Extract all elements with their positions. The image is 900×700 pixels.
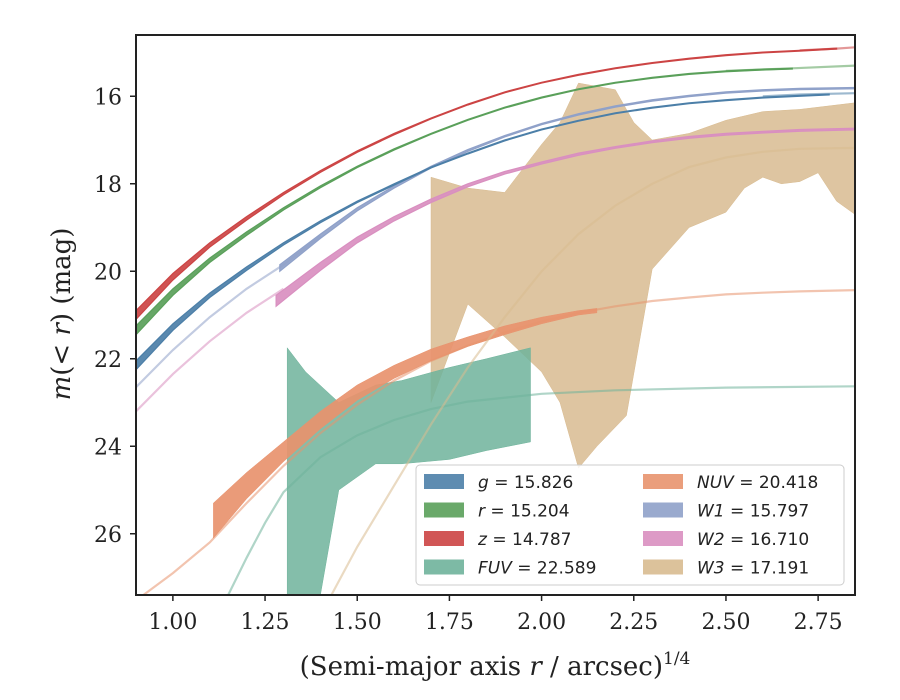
- x-tick-label: 2.50: [701, 610, 750, 635]
- y-tick-label: 16: [94, 85, 122, 110]
- legend-label-nuv: NUV = 20.418: [697, 473, 818, 493]
- band-w3: [430, 82, 855, 469]
- legend-label-w3: W3 = 17.191: [697, 559, 809, 579]
- legend-label-w1: W1 = 15.797: [697, 502, 809, 522]
- x-axis-label: (Semi-major axis r / arcsec)1/4: [300, 649, 691, 682]
- legend-label-r: r = 15.204: [478, 502, 570, 522]
- y-tick-label: 20: [94, 260, 122, 285]
- legend-swatch-nuv: [643, 474, 683, 489]
- x-tick-label: 2.25: [609, 610, 658, 635]
- y-axis-label: m(< r) (mag): [47, 228, 77, 401]
- plot-frame: [135, 34, 856, 596]
- legend-label-fuv: FUV = 22.589: [478, 559, 596, 579]
- legend-swatch-g: [424, 474, 464, 489]
- legend-swatch-z: [424, 531, 464, 546]
- legend: g = 15.826 r = 15.204 z = 14.787 FUV = 22.5…: [415, 464, 845, 586]
- curve-of-growth-bands: [136, 47, 855, 595]
- model-curves: [136, 46, 855, 595]
- band-w2: [275, 127, 855, 308]
- x-axis-ticks: 1.00 1.25 1.50 1.75 2.00 2.25 2.50 2.75: [148, 595, 843, 635]
- y-axis-ticks: 16 18 20 22 24 26: [94, 85, 136, 548]
- legend-swatch-fuv: [424, 559, 464, 575]
- x-tick-label: 2.00: [517, 610, 566, 635]
- legend-swatch-w3: [643, 559, 683, 575]
- model-curve-w3: [330, 146, 855, 595]
- legend-swatch-r: [424, 502, 464, 518]
- legend-swatch-w1: [643, 502, 683, 518]
- model-curve-g: [762, 92, 855, 98]
- y-tick-label: 22: [94, 348, 122, 373]
- model-curve-r: [725, 64, 855, 72]
- legend-box: [415, 464, 845, 586]
- y-tick-label: 26: [94, 523, 122, 548]
- band-nuv: [213, 308, 598, 539]
- y-tick-label: 18: [94, 173, 122, 198]
- model-curve-w2: [136, 287, 285, 413]
- y-tick-label: 24: [94, 435, 122, 460]
- model-curve-z: [799, 46, 855, 52]
- x-tick-label: 1.00: [148, 610, 197, 635]
- x-tick-label: 2.75: [794, 610, 843, 635]
- legend-label-z: z = 14.787: [477, 530, 571, 550]
- legend-swatch-w2: [643, 531, 683, 546]
- model-curve-w1: [136, 235, 322, 388]
- legend-label-g: g = 15.826: [478, 473, 573, 493]
- model-curve-fuv: [227, 385, 855, 595]
- x-tick-label: 1.50: [333, 610, 382, 635]
- x-tick-label: 1.25: [241, 610, 290, 635]
- legend-label-w2: W2 = 16.710: [697, 530, 809, 550]
- x-tick-label: 1.75: [425, 610, 474, 635]
- model-curve-nuv: [142, 289, 855, 595]
